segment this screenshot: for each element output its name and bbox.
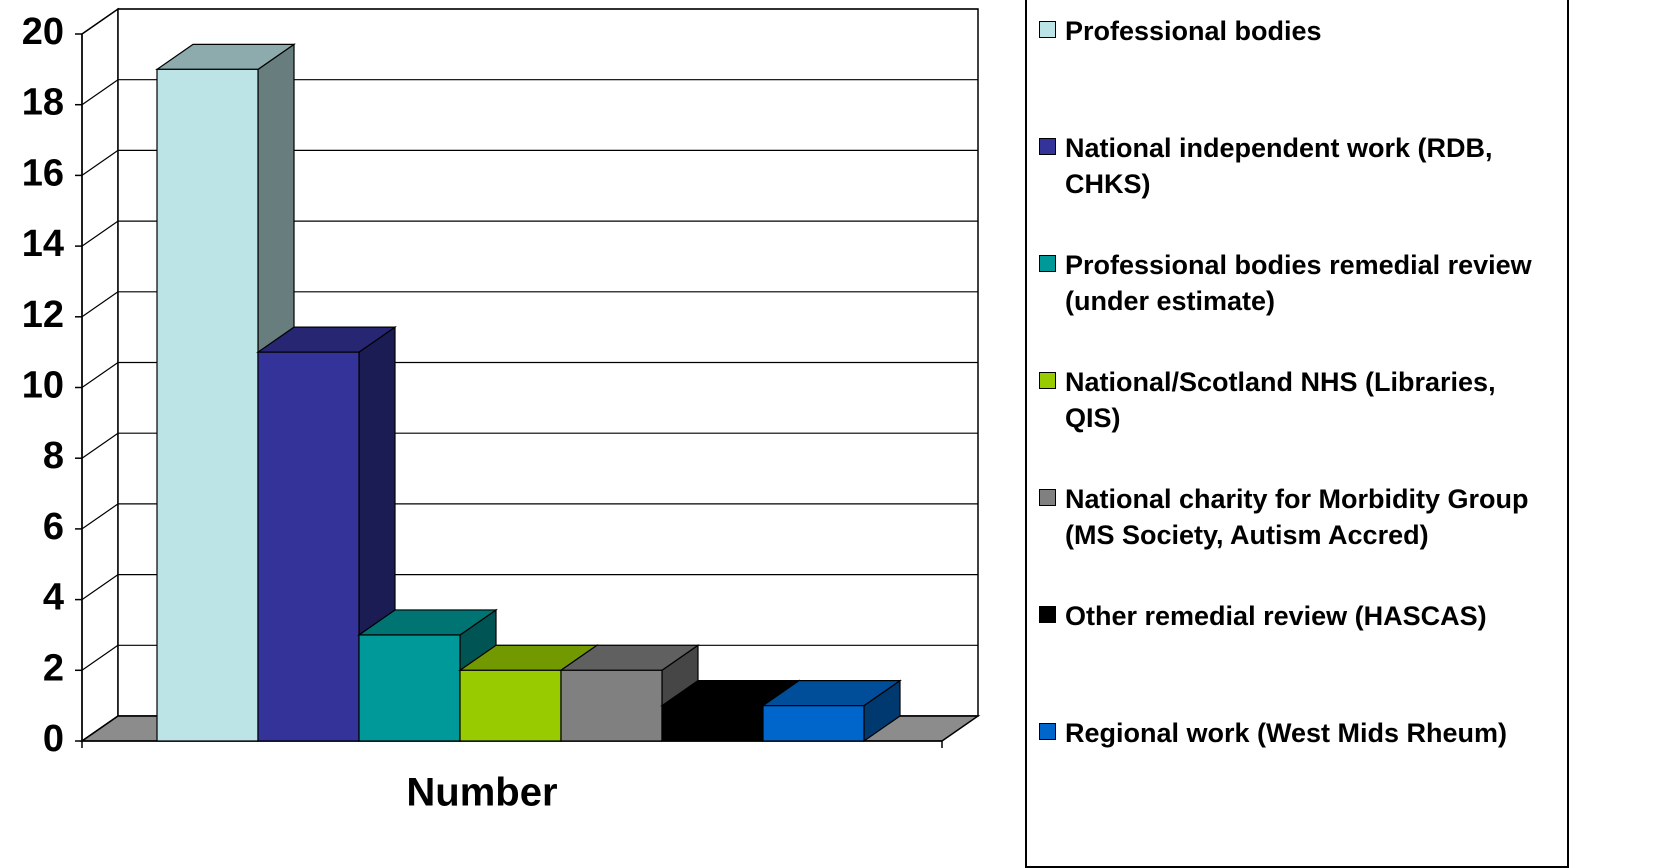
- legend-label: National/Scotland NHS (Libraries, QIS): [1065, 367, 1496, 433]
- bar: [156, 68, 259, 742]
- grid-line: [81, 432, 119, 459]
- y-tick-label: 4: [43, 577, 64, 619]
- legend-swatch: [1039, 489, 1056, 506]
- y-tick-label: 18: [22, 82, 64, 124]
- grid-line: [81, 8, 119, 35]
- legend: Professional bodies National independent …: [1025, 0, 1569, 868]
- legend-swatch: [1039, 723, 1056, 740]
- bar: [358, 634, 461, 742]
- y-tick-label: 16: [22, 152, 64, 194]
- legend-label: Regional work (West Mids Rheum): [1065, 718, 1508, 748]
- y-tick-label: 6: [43, 506, 64, 548]
- legend-swatch: [1039, 606, 1056, 623]
- legend-swatch: [1039, 21, 1056, 38]
- grid-line: [81, 149, 119, 176]
- bar: [257, 351, 360, 742]
- legend-label: Professional bodies: [1065, 16, 1322, 46]
- bar: [661, 705, 764, 742]
- legend-swatch: [1039, 138, 1056, 155]
- grid-line: [81, 220, 119, 247]
- grid-line: [81, 574, 119, 601]
- x-tick-label: Number: [406, 771, 557, 815]
- y-tick-label: 12: [22, 294, 64, 336]
- chart: 0 2 4 6 8 10 12 14 16 18 20 Number: [22, 7, 981, 815]
- y-tick-label: 8: [43, 435, 64, 477]
- y-tick-label: 10: [22, 365, 64, 407]
- grid-line: [81, 79, 119, 106]
- y-tick-label: 14: [22, 223, 64, 265]
- grid-line: [81, 291, 119, 318]
- legend-label: Other remedial review (HASCAS): [1065, 601, 1487, 631]
- bar: [762, 705, 865, 742]
- legend-swatch: [1039, 372, 1056, 389]
- legend-label: National independent work (RDB, CHKS): [1065, 133, 1493, 199]
- legend-label: National charity for Morbidity Group (MS…: [1065, 484, 1529, 550]
- legend-label: Professional bodies remedial review (und…: [1065, 250, 1532, 316]
- legend-swatch: [1039, 255, 1056, 272]
- y-tick-label: 20: [22, 11, 64, 53]
- bar: [560, 669, 663, 742]
- grid-line: [81, 644, 119, 671]
- y-tick-label: 0: [43, 718, 64, 760]
- y-tick-label: 2: [43, 647, 64, 689]
- grid-line: [81, 362, 119, 388]
- grid-line: [81, 715, 119, 742]
- bar: [459, 669, 562, 742]
- grid-line: [81, 503, 119, 530]
